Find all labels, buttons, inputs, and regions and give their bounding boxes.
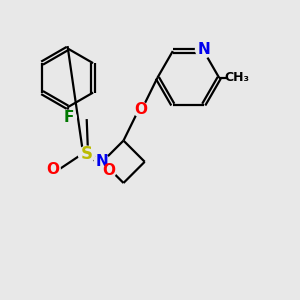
Text: O: O bbox=[134, 102, 147, 117]
Text: S: S bbox=[81, 146, 93, 164]
Circle shape bbox=[228, 69, 246, 87]
Text: O: O bbox=[46, 162, 59, 177]
Circle shape bbox=[78, 146, 95, 163]
Circle shape bbox=[62, 110, 76, 125]
Circle shape bbox=[196, 41, 212, 58]
Circle shape bbox=[94, 154, 109, 169]
Circle shape bbox=[133, 102, 148, 117]
Text: CH₃: CH₃ bbox=[224, 71, 249, 84]
Text: N: N bbox=[95, 154, 108, 169]
Text: O: O bbox=[102, 163, 115, 178]
Text: F: F bbox=[64, 110, 74, 125]
Text: N: N bbox=[197, 42, 210, 57]
Circle shape bbox=[46, 162, 60, 176]
Circle shape bbox=[101, 163, 116, 178]
